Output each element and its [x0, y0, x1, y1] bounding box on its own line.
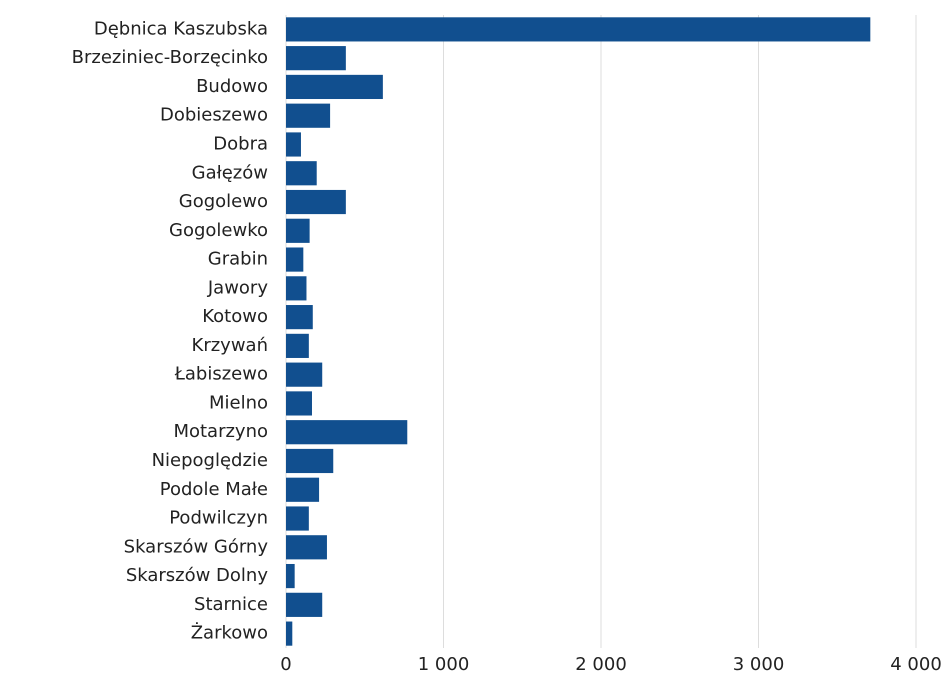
- bar: [286, 218, 310, 243]
- y-tick-label: Dobieszewo: [160, 105, 268, 126]
- y-tick-label: Budowo: [196, 76, 268, 97]
- y-tick-label: Kotowo: [202, 306, 268, 327]
- bar: [286, 333, 309, 358]
- y-tick-label: Motarzyno: [173, 421, 268, 442]
- bar: [286, 535, 327, 560]
- y-tick-label: Niepoględzie: [152, 450, 268, 471]
- y-tick-label: Podole Małe: [160, 479, 268, 500]
- bar: [286, 506, 309, 531]
- bar: [286, 563, 295, 589]
- bar: [286, 46, 346, 71]
- x-tick-label: 0: [280, 654, 291, 675]
- bar: [286, 247, 304, 272]
- bar: [286, 391, 312, 416]
- x-tick-label: 3 000: [733, 654, 785, 675]
- bar: [286, 17, 871, 42]
- y-tick-label: Dobra: [213, 133, 268, 154]
- bar: [286, 305, 313, 330]
- x-tick-label: 2 000: [575, 654, 627, 675]
- y-tick-label: Gałęzów: [192, 162, 268, 183]
- y-tick-label: Skarszów Górny: [124, 536, 269, 557]
- bar: [286, 420, 408, 445]
- x-tick-label: 1 000: [418, 654, 470, 675]
- bar: [286, 448, 334, 474]
- y-tick-label: Dębnica Kaszubska: [94, 18, 268, 39]
- y-tick-label: Żarkowo: [191, 623, 268, 644]
- y-tick-label: Brzeziniec-Borzęcinko: [72, 47, 268, 68]
- y-tick-label: Starnice: [194, 594, 268, 615]
- y-tick-label: Łabiszewo: [174, 364, 268, 385]
- bar: [286, 477, 320, 502]
- bar: [286, 132, 301, 157]
- bar: [286, 189, 346, 215]
- bar: [286, 362, 323, 387]
- y-tick-label: Mielno: [209, 392, 268, 413]
- bar: [286, 74, 383, 100]
- y-tick-label: Gogolewko: [169, 220, 268, 241]
- y-tick-label: Krzywań: [192, 335, 268, 356]
- bar: [286, 103, 331, 128]
- y-tick-label: Jawory: [207, 277, 268, 298]
- bar: [286, 592, 323, 617]
- bar: [286, 161, 317, 186]
- y-tick-label: Gogolewo: [179, 191, 268, 212]
- bar: [286, 276, 307, 301]
- bar: [286, 621, 293, 646]
- y-tick-label: Podwilczyn: [169, 508, 268, 529]
- y-tick-label: Skarszów Dolny: [126, 565, 269, 586]
- y-tick-label: Grabin: [208, 249, 268, 270]
- x-tick-label: 4 000: [890, 654, 942, 675]
